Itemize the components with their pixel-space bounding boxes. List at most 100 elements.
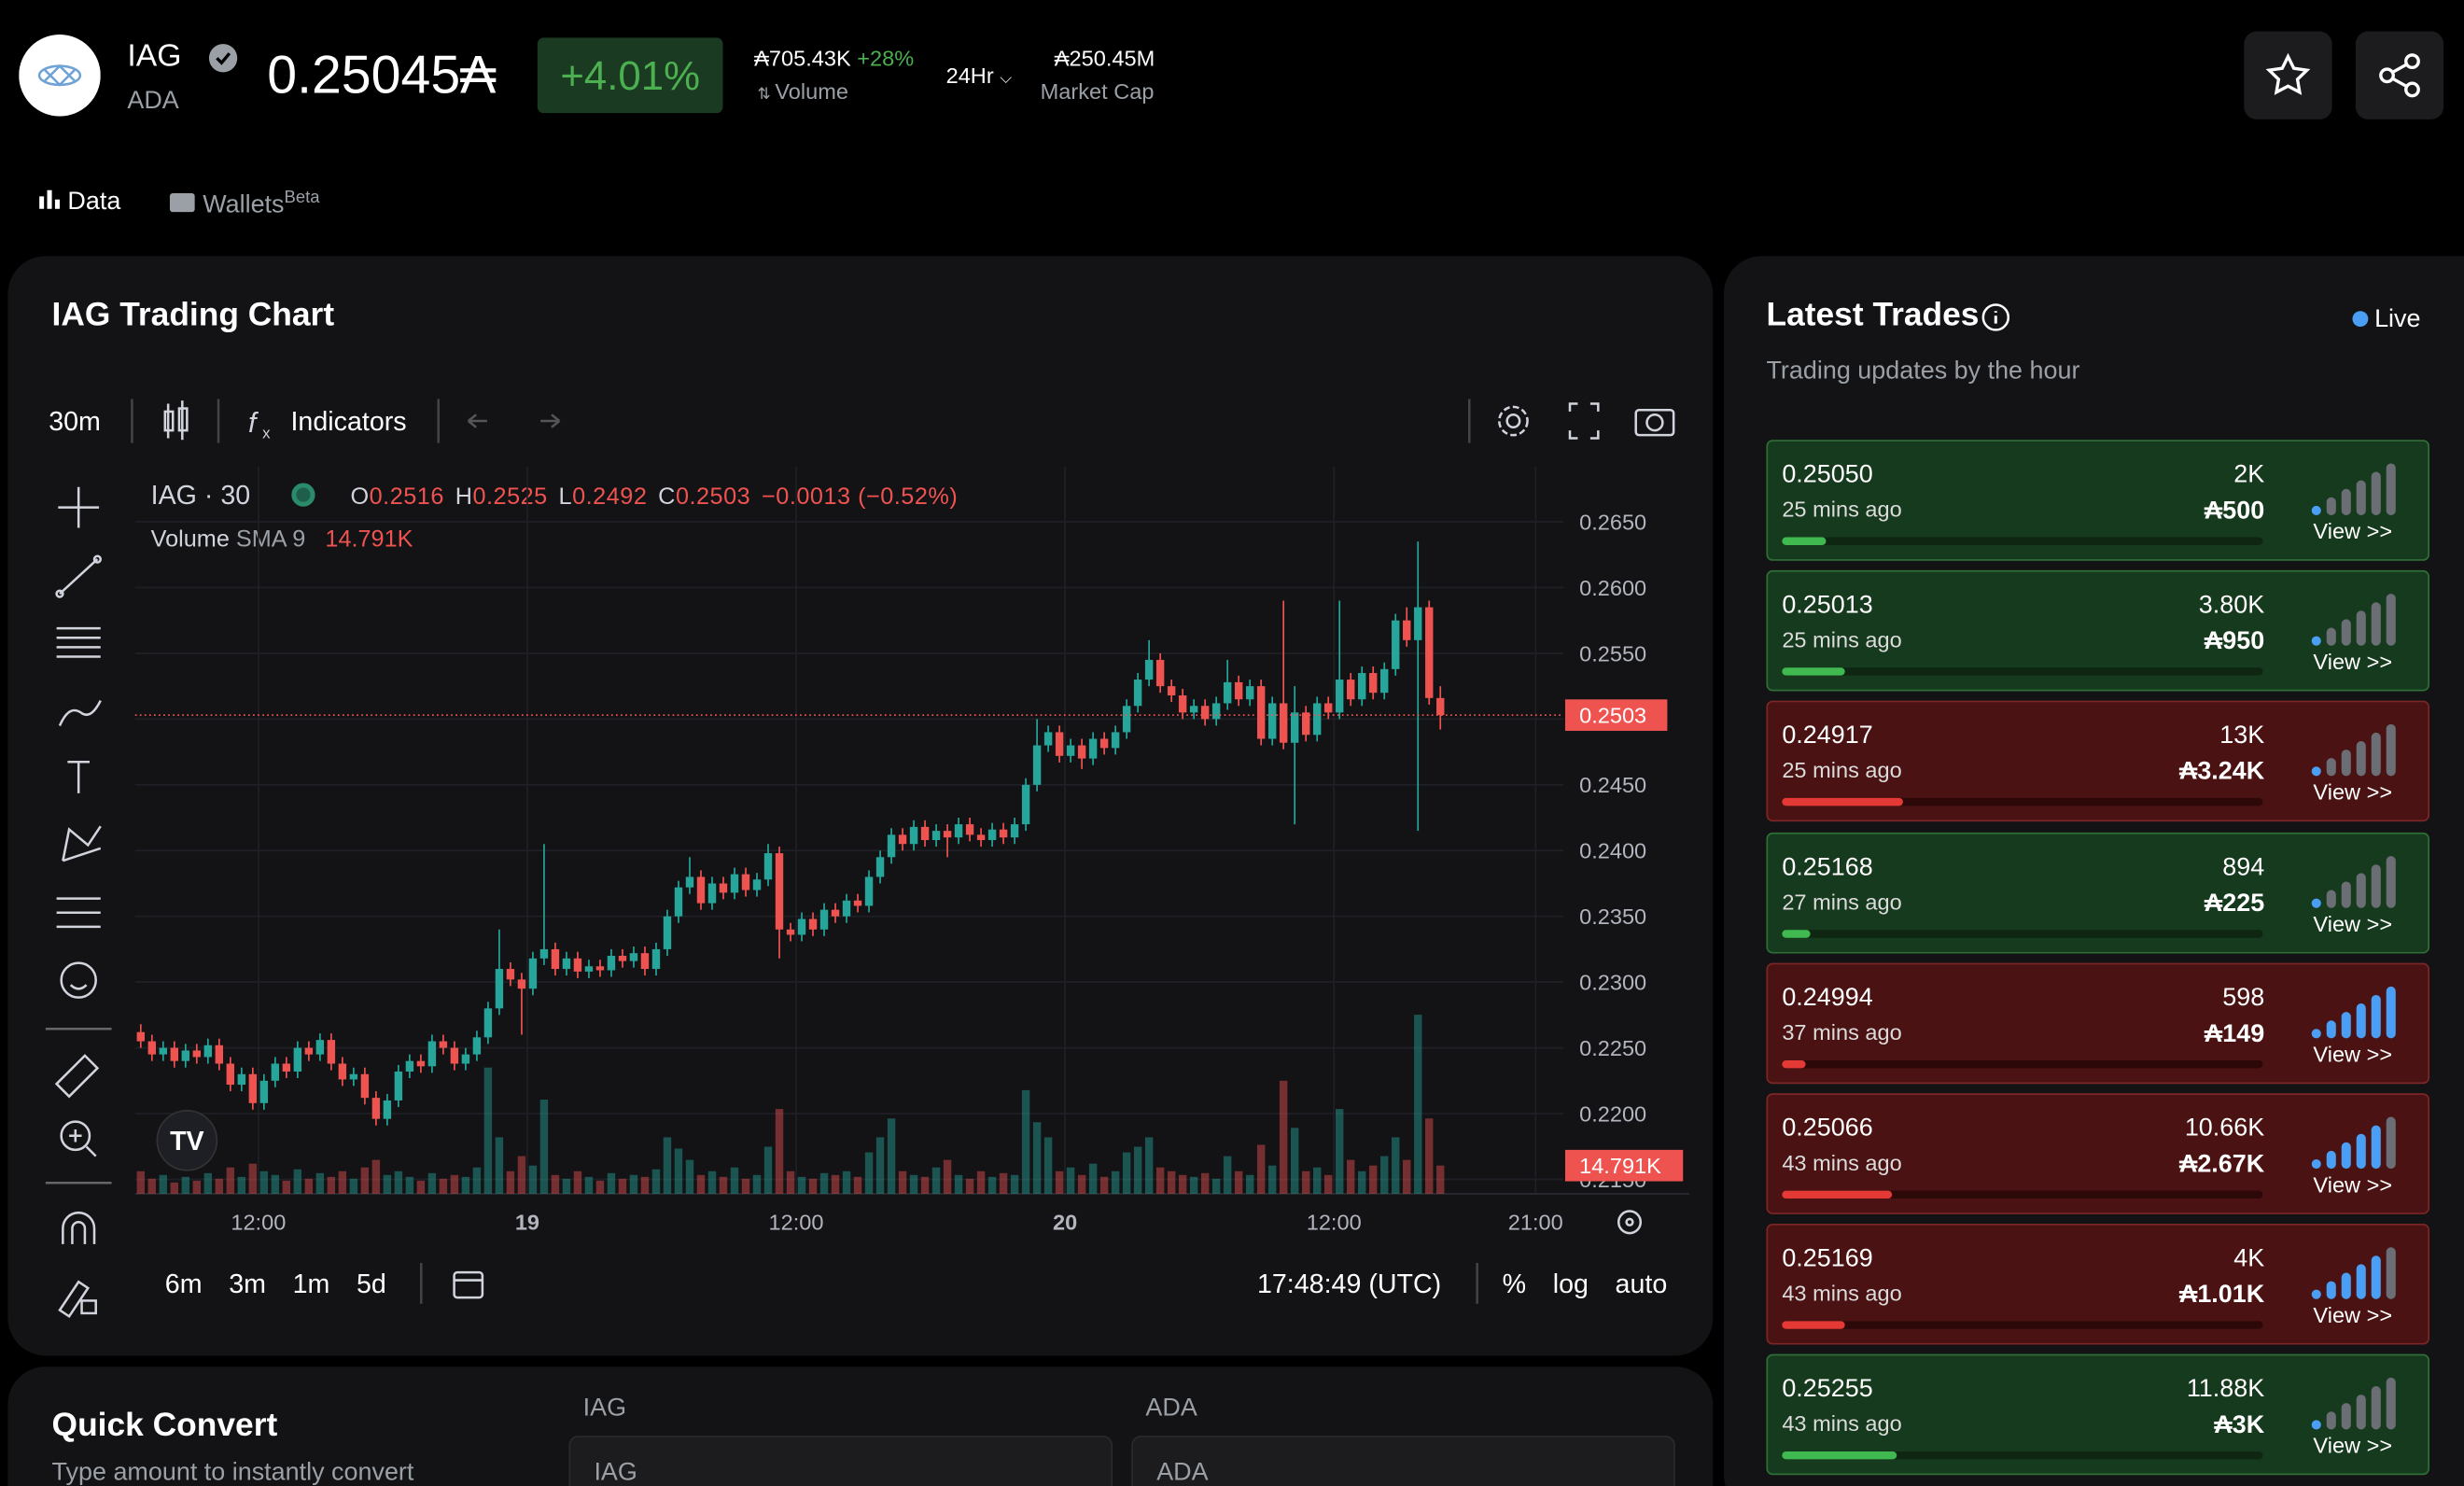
y-tick-label: 0.2400 xyxy=(1579,839,1646,863)
signal-bar xyxy=(2341,1142,2351,1170)
trade-card[interactable]: 0.25066 43 mins ago 10.66K ₳2.67K View >> xyxy=(1766,1093,2430,1214)
candle-body xyxy=(1392,620,1400,669)
tab-data[interactable]: Data xyxy=(39,189,120,217)
trade-amount: 4K xyxy=(2233,1245,2265,1273)
volume-bar xyxy=(405,1176,414,1195)
signal-bar xyxy=(2371,733,2381,778)
candle-body xyxy=(327,1040,336,1064)
candle-body xyxy=(607,955,616,971)
trade-progress xyxy=(1782,1059,1807,1069)
trade-amount: 2K xyxy=(2233,461,2265,489)
volume-bar xyxy=(1436,1165,1445,1195)
volume-bar xyxy=(338,1171,347,1195)
indicators[interactable]: Indicators xyxy=(290,406,407,437)
signal-bar xyxy=(2341,1403,2351,1431)
volume-bar xyxy=(192,1180,202,1195)
last-price-label: 0.2503 xyxy=(1579,704,1646,728)
to-input[interactable]: ADA xyxy=(1131,1436,1675,1486)
chart-title: IAG Trading Chart xyxy=(51,297,335,333)
trade-card[interactable]: 0.25168 27 mins ago 894 ₳225 View >> xyxy=(1766,832,2430,953)
trade-ada: ₳1.01K xyxy=(2178,1282,2265,1310)
signal-bar xyxy=(2371,471,2381,515)
trade-card[interactable]: 0.25050 25 mins ago 2K ₳500 View >> xyxy=(1766,440,2430,561)
volume-bar xyxy=(539,1100,549,1195)
volume-bar xyxy=(763,1146,773,1195)
view-link[interactable]: View >> xyxy=(2313,649,2393,675)
interval[interactable]: 30m xyxy=(49,406,101,437)
signal-bar xyxy=(2341,1011,2351,1039)
ohlc-letter: C xyxy=(658,484,676,511)
y-tick-label: 0.2350 xyxy=(1579,904,1646,929)
signal-bar xyxy=(2371,994,2381,1039)
volume-bar xyxy=(1392,1137,1400,1195)
x-tick-label: 20 xyxy=(1053,1211,1077,1235)
candle-body xyxy=(1403,620,1411,640)
trade-card[interactable]: 0.25255 43 mins ago 11.88K ₳3K View >> xyxy=(1766,1354,2430,1476)
candle-body xyxy=(1133,680,1142,707)
volume: ₳705.43K +28% xyxy=(754,46,914,71)
candle-body xyxy=(629,953,638,961)
signal-bar xyxy=(2341,619,2351,646)
candle-body xyxy=(1380,668,1389,694)
volume-value: ₳705.43K xyxy=(754,45,851,71)
scale-option[interactable]: log xyxy=(1552,1269,1589,1299)
trade-progress-track xyxy=(1782,1059,2263,1069)
volume-bar xyxy=(517,1156,526,1195)
volume-bar xyxy=(551,1174,560,1195)
candle-body xyxy=(1032,745,1042,785)
ohlc-value: 0.2492 xyxy=(572,484,648,511)
volume-bar xyxy=(573,1171,582,1195)
tv-logo-text: TV xyxy=(170,1127,204,1157)
candle-body xyxy=(584,966,594,972)
trade-card[interactable]: 0.25169 43 mins ago 4K ₳1.01K View >> xyxy=(1766,1224,2430,1345)
candle-body xyxy=(696,876,706,904)
candle-body xyxy=(1324,703,1333,713)
candle-body xyxy=(898,834,907,845)
trade-ada: ₳950 xyxy=(2204,628,2265,656)
trade-card[interactable]: 0.25013 25 mins ago 3.80K ₳950 View >> xyxy=(1766,570,2430,692)
ohlc-letter: H xyxy=(455,484,473,511)
candle-body xyxy=(763,853,773,880)
view-link[interactable]: View >> xyxy=(2313,1433,2393,1459)
scale-option[interactable]: auto xyxy=(1615,1269,1668,1299)
view-link[interactable]: View >> xyxy=(2313,518,2393,544)
range-button[interactable]: 5d xyxy=(356,1269,386,1299)
range-button[interactable]: 3m xyxy=(229,1269,266,1299)
volume-bar xyxy=(954,1174,963,1195)
share-button[interactable] xyxy=(2355,31,2444,119)
view-link[interactable]: View >> xyxy=(2313,1302,2393,1328)
period-select[interactable]: 24Hr ⌵ xyxy=(945,63,1013,89)
trade-card[interactable]: 0.24994 37 mins ago 598 ₳149 View >> xyxy=(1766,962,2430,1084)
volume-bar xyxy=(707,1171,717,1195)
view-link[interactable]: View >> xyxy=(2313,1041,2393,1067)
from-input[interactable]: IAG xyxy=(568,1436,1113,1486)
candle-body xyxy=(730,874,739,893)
trade-time: 43 mins ago xyxy=(1782,1149,1902,1175)
info-icon[interactable] xyxy=(1980,301,2011,333)
view-link[interactable]: View >> xyxy=(2313,779,2393,806)
candle-body xyxy=(640,953,650,970)
trade-amount: 598 xyxy=(2222,984,2265,1012)
volume-bar xyxy=(618,1178,627,1195)
signal-bar xyxy=(2326,1411,2336,1431)
scale-option[interactable]: % xyxy=(1502,1269,1527,1299)
trade-card[interactable]: 0.24917 25 mins ago 13K ₳3.24K View >> xyxy=(1766,701,2430,822)
view-link[interactable]: View >> xyxy=(2313,910,2393,936)
candle-body xyxy=(1077,745,1086,759)
volume-bar xyxy=(875,1137,885,1195)
signal-bar xyxy=(2326,1019,2336,1039)
candle-body xyxy=(752,879,762,890)
legend-symbol: IAG · 30 xyxy=(150,480,251,511)
volume-bar xyxy=(170,1182,179,1195)
candle-body xyxy=(786,929,795,935)
candle-body xyxy=(472,1037,482,1055)
range-button[interactable]: 1m xyxy=(292,1269,330,1299)
view-link[interactable]: View >> xyxy=(2313,1171,2393,1198)
volume-bar xyxy=(293,1169,302,1195)
volume-bar xyxy=(495,1137,504,1195)
range-button[interactable]: 6m xyxy=(164,1269,203,1299)
tab-wallets[interactable]: WalletsBeta xyxy=(169,189,320,220)
favorite-button[interactable] xyxy=(2244,31,2332,119)
live-label: Live xyxy=(2374,306,2421,333)
